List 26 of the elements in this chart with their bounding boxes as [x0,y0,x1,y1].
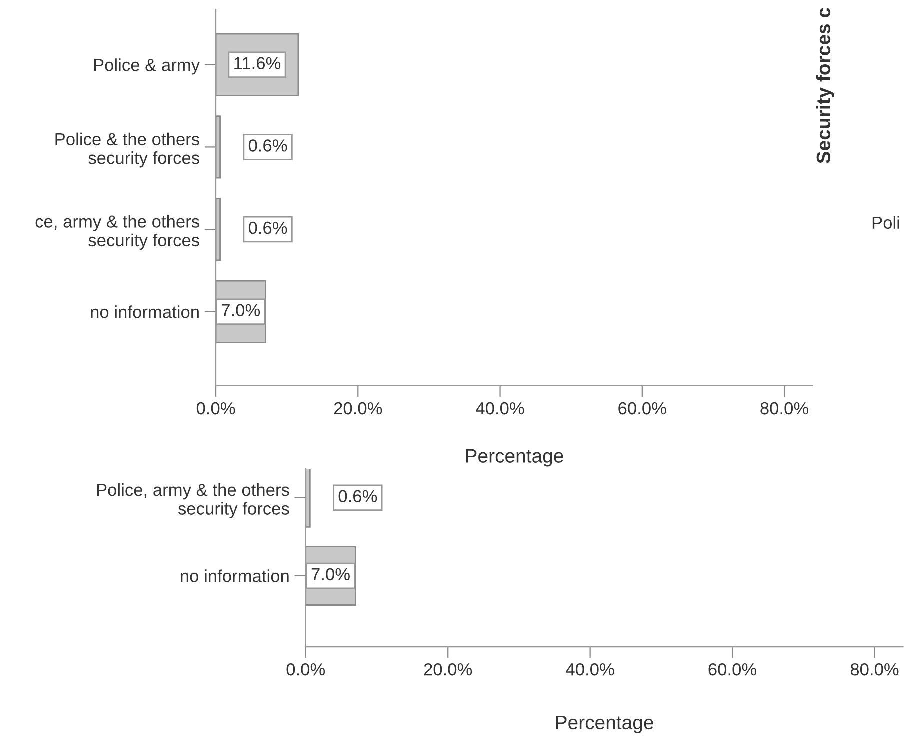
x-tick-label: 60.0% [708,663,757,676]
data-label: 0.6% [248,140,288,152]
x-tick-label: 0.0% [196,402,236,415]
y-tick-label: no information [91,306,199,318]
x-tick-label: 40.0% [476,402,524,415]
data-label: 0.6% [338,490,378,503]
y-tick-label: ce, army & the others security forces [36,215,200,250]
x-tick-label: 80.0% [850,663,899,676]
data-label: 7.0% [222,304,260,317]
text: Poli [872,216,900,230]
text: Security forces c [816,8,834,164]
y-tick-label: no information [181,570,289,582]
x-axis-title: Percentage [466,449,564,467]
y-tick-label: Police & the others security forces [56,132,200,168]
data-label: 7.0% [312,568,350,581]
y-tick-label: Police, army & the others security forces [97,484,290,518]
x-tick-label: 20.0% [424,663,472,676]
x-tick-label: 20.0% [334,402,382,415]
data-label: 0.6% [248,222,288,234]
x-tick-label: 0.0% [286,663,326,676]
x-axis-title: Percentage [556,716,654,734]
x-tick-label: 40.0% [566,663,614,676]
x-tick-label: 80.0% [760,402,809,415]
data-label: 11.6% [234,57,281,70]
x-tick-label: 60.0% [618,402,666,415]
y-tick-label: Police & army [94,58,200,75]
